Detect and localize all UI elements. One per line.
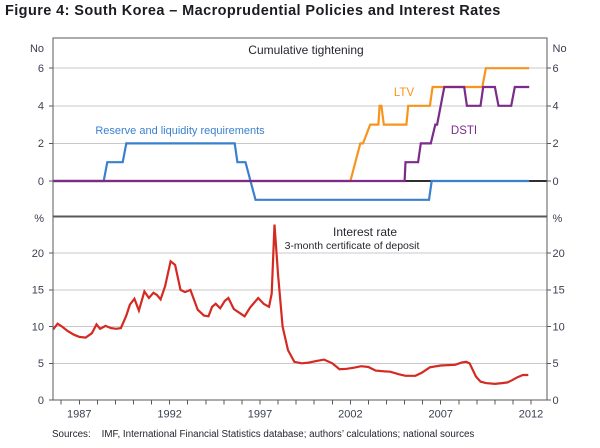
bottom-panel-title: Interest rate: [333, 225, 397, 239]
figure-title: Figure 4: South Korea – Macroprudential …: [5, 3, 501, 19]
x-tick-label: 1987: [67, 409, 91, 421]
y-tick-label-right-top: 2: [553, 138, 559, 150]
chart-frame: [52, 37, 548, 401]
y-tick-label-right-top: 4: [553, 101, 559, 113]
unit-label-pct-left: %: [34, 213, 44, 225]
series-line-3-month-certificate-of-deposit-rate: [52, 224, 529, 386]
x-tick-label: 2002: [338, 409, 362, 421]
y-tick-label-left-bottom: 10: [32, 321, 44, 333]
series-line-reserve-and-liquidity-requirements: [53, 142, 530, 201]
sources-text: IMF, International Financial Statistics …: [101, 429, 475, 440]
y-tick-label-right-bottom: 15: [553, 285, 565, 297]
x-tick-label: 1997: [248, 409, 272, 421]
y-tick-label-right-top: 6: [553, 63, 559, 75]
y-tick-label-left-bottom: 20: [32, 248, 44, 260]
top-panel-title: Cumulative tightening: [248, 43, 363, 57]
y-tick-label-left-bottom: 15: [32, 285, 44, 297]
sources-note: Sources: IMF, International Financial St…: [52, 429, 474, 440]
series-label-ltv: LTV: [394, 87, 415, 99]
x-tick-label: 2007: [428, 409, 452, 421]
y-tick-label-right-bottom: 5: [553, 358, 559, 370]
unit-label-no-right: No: [553, 43, 567, 55]
x-tick-label: 2012: [519, 409, 543, 421]
series-label-reserve-and-liquidity-requirements: Reserve and liquidity requirements: [95, 125, 265, 137]
y-tick-label-right-bottom: 0: [553, 395, 559, 407]
y-tick-label-left-top: 2: [38, 138, 44, 150]
y-tick-label-left-top: 6: [38, 63, 44, 75]
y-tick-label-right-bottom: 10: [553, 321, 565, 333]
series-label-dsti: DSTI: [451, 125, 477, 137]
unit-label-no-left: No: [30, 43, 44, 55]
y-tick-label-left-top: 4: [38, 101, 44, 113]
x-tick-label: 1992: [157, 409, 181, 421]
bottom-panel-subtitle: 3-month certificate of deposit: [285, 240, 420, 252]
y-tick-label-left-bottom: 5: [38, 358, 44, 370]
sources-label: Sources:: [52, 429, 91, 440]
y-tick-label-left-top: 0: [38, 176, 44, 188]
y-tick-label-right-top: 0: [553, 176, 559, 188]
series-line-dsti: [53, 85, 530, 183]
y-tick-label-right-bottom: 20: [553, 248, 565, 260]
unit-label-pct-right: %: [553, 213, 563, 225]
y-tick-label-left-bottom: 0: [38, 395, 44, 407]
